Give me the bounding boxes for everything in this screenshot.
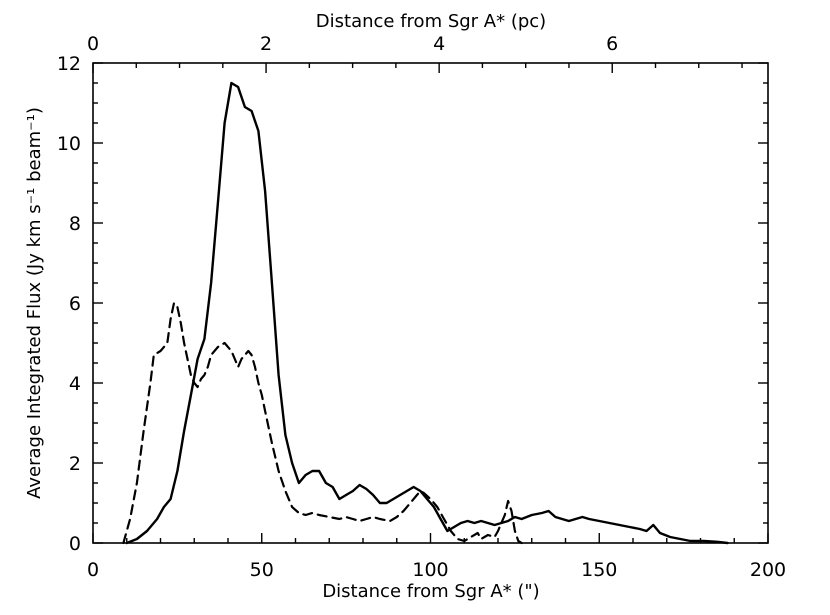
x-tick-label: 50 [250,559,274,581]
tick-labels: 0 50 100 150 200 0 2 4 6 0 2 4 6 8 10 12 [57,33,786,581]
x2-tick-label: 6 [606,33,618,55]
y-tick-label: 2 [69,453,81,475]
x-tick-label: 150 [581,559,617,581]
x-axis-title: Distance from Sgr A* (") [322,581,539,602]
tick-marks [92,62,769,544]
x-tick-label: 100 [412,559,448,581]
y-tick-label: 10 [57,133,81,155]
y-axis-title: Average Integrated Flux (Jy km s⁻¹ beam⁻… [24,107,45,499]
y-tick-label: 4 [69,373,81,395]
x-tick-label: 200 [750,559,786,581]
x2-tick-label: 2 [260,33,272,55]
x-tick-label: 0 [87,559,99,581]
top-axis-title: Distance from Sgr A* (pc) [316,11,546,32]
series-lines [122,81,729,545]
y-tick-label: 6 [69,293,81,315]
solid-flux-line [125,81,729,545]
plot-frame [92,62,769,544]
y-tick-label: 12 [57,53,81,75]
x2-tick-label: 0 [87,33,99,55]
x2-tick-label: 4 [433,33,445,55]
y-tick-label: 0 [69,533,81,555]
dashed-flux-line [122,301,523,545]
y-tick-label: 8 [69,213,81,235]
